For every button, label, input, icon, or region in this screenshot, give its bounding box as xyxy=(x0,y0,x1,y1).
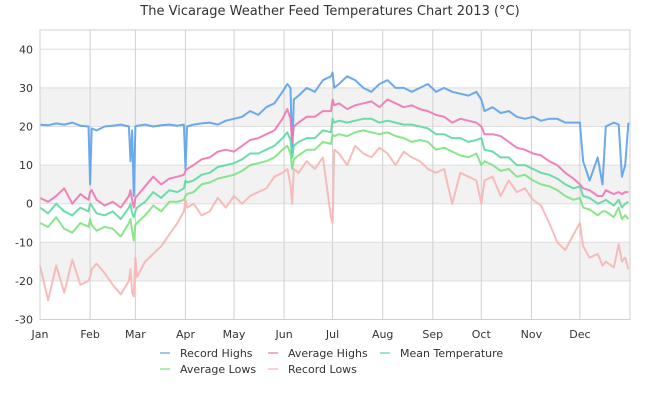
x-tick-label: Feb xyxy=(80,328,99,341)
x-tick-label: Sep xyxy=(422,328,443,341)
legend: Record Highs Average Highs Mean Temperatur… xyxy=(160,347,503,376)
series-line-average-lows xyxy=(39,129,630,242)
y-tick-label: 10 xyxy=(19,159,33,172)
legend-label-record-lows: Record Lows xyxy=(288,363,357,376)
x-tick-label: Oct xyxy=(472,328,492,341)
series-lines xyxy=(39,71,630,302)
legend-label-average-lows: Average Lows xyxy=(180,363,256,376)
series-line-average-highs xyxy=(39,98,629,209)
x-tick-label: May xyxy=(223,328,246,341)
series-line-mean-temperature xyxy=(39,117,629,221)
y-axis-ticks: 40 30 20 10 0 -10 -20 -30 xyxy=(15,43,33,326)
y-tick-label: -10 xyxy=(15,236,33,249)
y-tick-label: 40 xyxy=(19,43,33,56)
x-tick-label: Dec xyxy=(569,328,590,341)
y-tick-label: -30 xyxy=(15,314,33,327)
legend-label-average-highs: Average Highs xyxy=(288,347,368,360)
y-tick-label: 20 xyxy=(19,121,33,134)
x-tick-label: Aug xyxy=(372,328,393,341)
legend-label-record-highs: Record Highs xyxy=(180,347,253,360)
x-tick-label: Jan xyxy=(31,328,49,341)
chart-title: The Vicarage Weather Feed Temperatures C… xyxy=(139,4,519,19)
x-tick-label: Nov xyxy=(521,328,543,341)
x-axis-ticks: Jan Feb Mar Apr May Jun Jul Aug Sep Oct Nov Dec xyxy=(31,328,591,341)
shaded-band-2 xyxy=(40,242,630,281)
x-tick-label: Jun xyxy=(274,328,292,341)
y-tick-label: 0 xyxy=(26,198,33,211)
series-line-record-lows xyxy=(39,144,630,302)
series-line-record-highs xyxy=(39,71,630,197)
x-tick-label: Apr xyxy=(176,328,196,341)
y-tick-label: 30 xyxy=(19,82,33,95)
legend-label-mean-temperature: Mean Temperature xyxy=(400,347,503,360)
x-tick-label: Jul xyxy=(325,328,339,341)
plot-frame xyxy=(39,29,631,320)
y-tick-label: -20 xyxy=(15,275,33,288)
x-tick-label: Mar xyxy=(125,328,146,341)
